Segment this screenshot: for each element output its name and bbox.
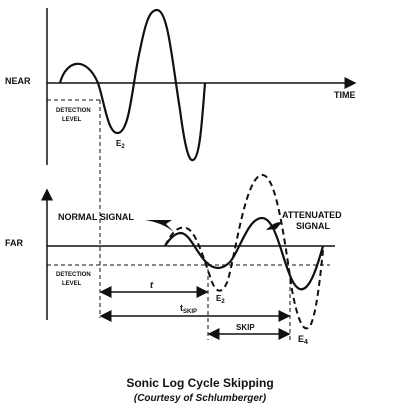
detection-label: DETECTION <box>56 272 91 278</box>
near-label: NEAR <box>5 76 31 86</box>
normal-arrow <box>145 220 174 232</box>
normal-signal-label: NORMAL SIGNAL <box>58 212 134 222</box>
caption-credit: (Courtesy of Schlumberger) <box>134 393 267 404</box>
normal-waveform <box>164 216 325 291</box>
t-label: t <box>150 280 154 290</box>
skip-label: SKIP <box>236 323 255 332</box>
attenuated-arrow <box>266 222 282 233</box>
detection-label: LEVEL <box>62 117 82 123</box>
attenuated-waveform <box>164 173 324 330</box>
attenuated-label: SIGNAL <box>296 221 331 231</box>
time-label: TIME <box>334 90 356 100</box>
near-waveform <box>58 8 207 162</box>
far-label: FAR <box>5 238 24 248</box>
detection-label: DETECTION <box>56 108 91 114</box>
event-label: E4 <box>298 334 308 346</box>
event-label: E2 <box>116 139 125 150</box>
detection-label: LEVEL <box>62 281 82 287</box>
event-label: E2 <box>216 294 225 305</box>
attenuated-label: ATTENUATED <box>282 210 342 220</box>
t-skip-label: tSKIP <box>180 303 197 315</box>
caption-title: Sonic Log Cycle Skipping <box>126 376 273 390</box>
